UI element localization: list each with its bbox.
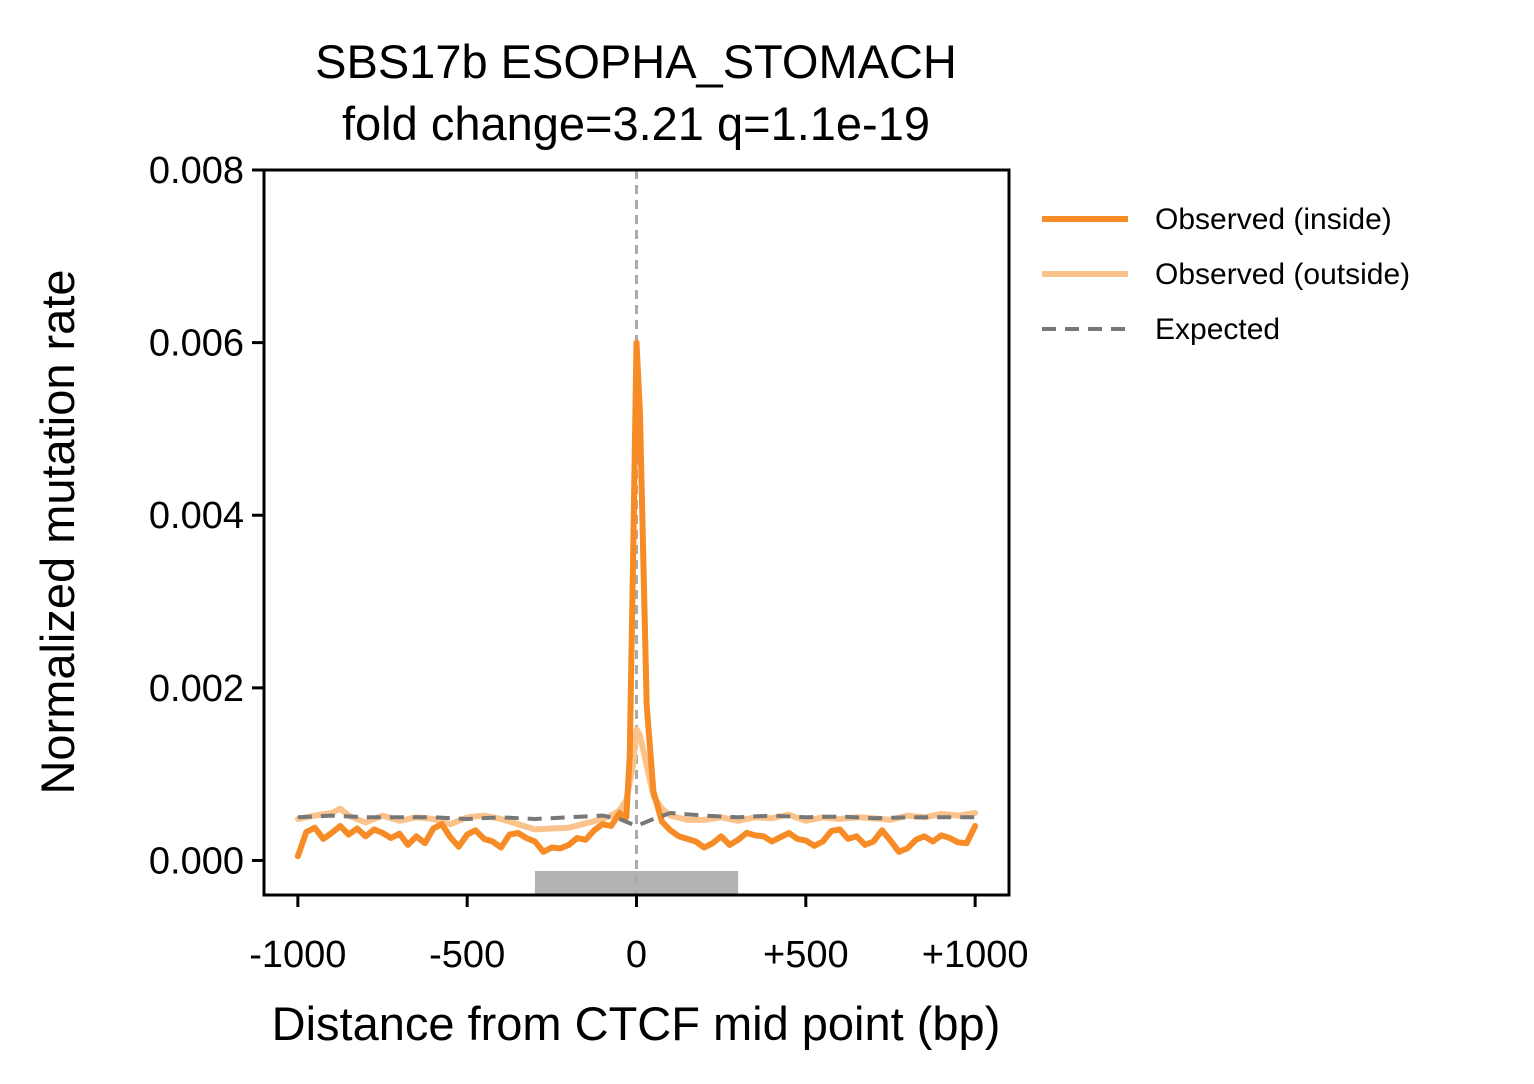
y-axis-ticks: 0.000 0.002 0.004 0.006 0.008	[149, 150, 264, 882]
legend: Observed (inside) Observed (outside) Expec…	[1042, 203, 1410, 346]
x-tick-label: +500	[763, 934, 849, 976]
series-line-observed-outside	[294, 726, 979, 833]
y-tick-label: 0.004	[149, 495, 244, 537]
x-tick-label: 0	[626, 934, 647, 976]
y-tick-label: 0.008	[149, 150, 244, 192]
legend-label: Expected	[1155, 313, 1280, 346]
legend-label: Observed (outside)	[1155, 258, 1410, 291]
x-axis-ticks: -1000 -500 0 +500 +1000	[249, 895, 1029, 976]
y-tick-label: 0.006	[149, 323, 244, 365]
x-tick-label: -1000	[249, 934, 346, 976]
series-line-expected	[297, 811, 976, 828]
series-line-observed-inside	[294, 339, 979, 860]
y-tick-label: 0.000	[149, 840, 244, 882]
chart-subtitle: fold change=3.21 q=1.1e-19	[342, 97, 930, 150]
legend-label: Observed (inside)	[1155, 203, 1392, 236]
y-tick-label: 0.002	[149, 668, 244, 710]
x-axis-label: Distance from CTCF mid point (bp)	[272, 997, 1001, 1050]
chart-title: SBS17b ESOPHA_STOMACH	[315, 35, 957, 88]
x-tick-label: -500	[429, 934, 505, 976]
x-tick-label: +1000	[922, 934, 1029, 976]
plot-area: -1000 -500 0 +500 +1000 0.000 0.002 0.004 0.006…	[149, 150, 1029, 976]
y-axis-label: Normalized mutation rate	[31, 269, 84, 794]
